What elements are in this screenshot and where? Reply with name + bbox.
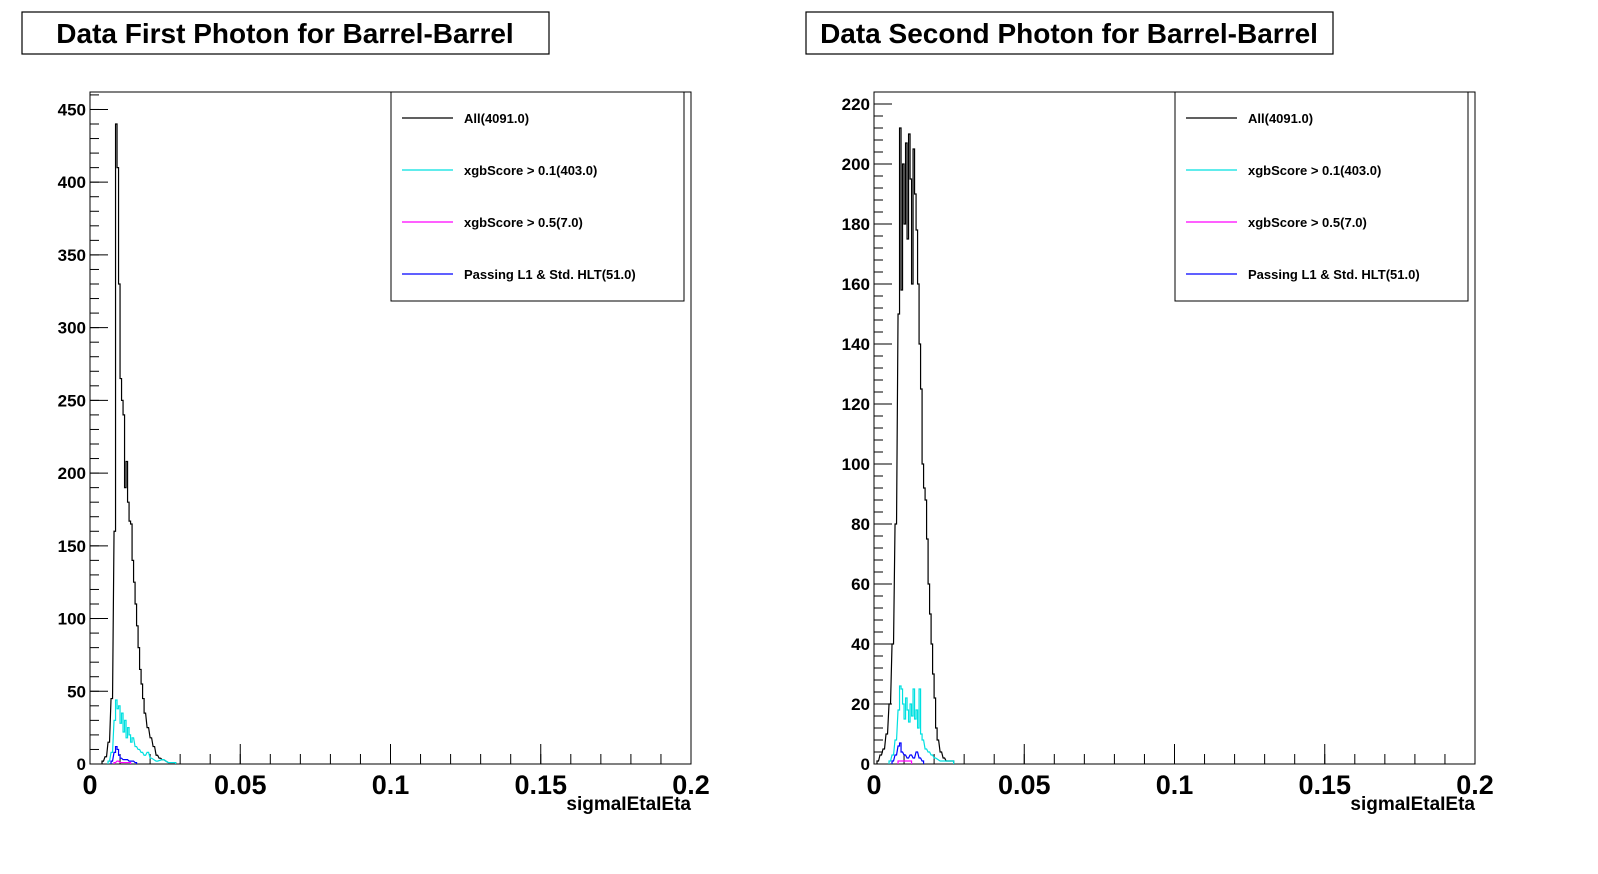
series-line <box>101 123 177 764</box>
x-axis-label: sigmaIEtaIEta <box>566 794 691 815</box>
x-axis-label: sigmaIEtaIEta <box>1350 794 1475 815</box>
y-axis-ticks: 0 20 40 60 80 100 120 140 160 180 200 220 <box>842 91 892 774</box>
y-tick-label: 20 <box>851 695 870 714</box>
y-tick-label: 0 <box>861 755 870 774</box>
legend: All(4091.0) xgbScore > 0.1(403.0) xgbScore… <box>1174 91 1469 302</box>
x-tick-label: 0 <box>82 770 97 800</box>
series-line <box>110 745 138 764</box>
y-tick-label: 150 <box>58 537 86 556</box>
title-box <box>805 11 1334 55</box>
y-tick-label: 140 <box>842 335 870 354</box>
series-line <box>888 685 955 764</box>
y-tick-label: 0 <box>77 755 86 774</box>
y-tick-label: 400 <box>58 173 86 192</box>
legend: All(4091.0) xgbScore > 0.1(403.0) xgbScore… <box>390 91 685 302</box>
legend-label: xgbScore > 0.1(403.0) <box>1248 163 1381 178</box>
series-line <box>891 742 925 764</box>
legend-label: xgbScore > 0.5(7.0) <box>464 215 583 230</box>
y-tick-label: 220 <box>842 95 870 114</box>
title-box <box>21 11 550 55</box>
x-tick-label: 0.2 <box>672 770 710 800</box>
legend-label: xgbScore > 0.5(7.0) <box>1248 215 1367 230</box>
y-tick-label: 200 <box>842 155 870 174</box>
x-tick-label: 0.05 <box>998 770 1051 800</box>
legend-label: xgbScore > 0.1(403.0) <box>464 163 597 178</box>
series-layer <box>101 123 177 764</box>
x-tick-label: 0.2 <box>1456 770 1494 800</box>
series-line <box>113 760 132 764</box>
chart-title: Data Second Photon for Barrel-Barrel <box>820 18 1318 49</box>
x-tick-label: 0.1 <box>372 770 410 800</box>
legend-label: All(4091.0) <box>1248 111 1313 126</box>
series-line <box>107 699 177 764</box>
y-tick-label: 50 <box>67 682 86 701</box>
y-tick-label: 450 <box>58 100 86 119</box>
y-tick-label: 160 <box>842 275 870 294</box>
y-tick-label: 100 <box>842 455 870 474</box>
legend-box <box>390 91 685 302</box>
x-tick-label: 0 <box>866 770 881 800</box>
y-tick-label: 180 <box>842 215 870 234</box>
y-tick-label: 40 <box>851 635 870 654</box>
y-tick-label: 60 <box>851 575 870 594</box>
x-tick-label: 0.1 <box>1156 770 1194 800</box>
x-axis-ticks: 0 0.05 0.1 0.15 0.2 <box>866 744 1494 800</box>
chart-title: Data First Photon for Barrel-Barrel <box>56 18 513 49</box>
chart-panel-first-photon: Data First Photon for Barrel-Barrel 0 50 1… <box>21 11 710 815</box>
series-line <box>897 760 913 764</box>
y-tick-label: 250 <box>58 391 86 410</box>
x-axis-ticks: 0 0.05 0.1 0.15 0.2 <box>82 744 710 800</box>
legend-label: Passing L1 & Std. HLT(51.0) <box>464 267 636 282</box>
series-layer <box>876 127 955 764</box>
y-tick-label: 200 <box>58 464 86 483</box>
x-tick-label: 0.05 <box>214 770 267 800</box>
y-tick-label: 100 <box>58 610 86 629</box>
legend-box <box>1174 91 1469 302</box>
legend-label: Passing L1 & Std. HLT(51.0) <box>1248 267 1420 282</box>
y-tick-label: 300 <box>58 319 86 338</box>
x-tick-label: 0.15 <box>514 770 567 800</box>
y-tick-label: 120 <box>842 395 870 414</box>
series-line <box>876 127 955 764</box>
legend-label: All(4091.0) <box>464 111 529 126</box>
x-tick-label: 0.15 <box>1298 770 1351 800</box>
y-tick-label: 80 <box>851 515 870 534</box>
y-tick-label: 350 <box>58 246 86 265</box>
chart-panel-second-photon: Data Second Photon for Barrel-Barrel 0 20… <box>805 11 1494 815</box>
y-axis-ticks: 0 50 100 150 200 250 300 350 400 450 <box>58 94 108 774</box>
